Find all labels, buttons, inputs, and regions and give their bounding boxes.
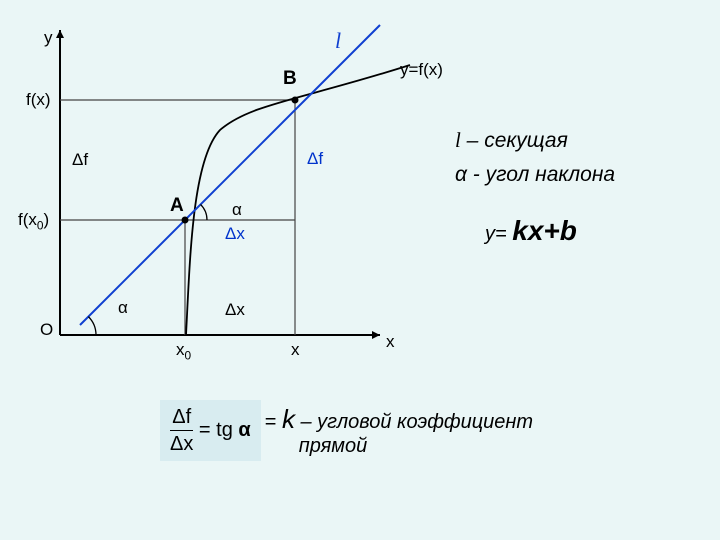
origin-label: O [40,320,53,340]
delta-x-mid-label: Δx [225,225,237,242]
x-tick-label: x [291,340,300,360]
curve-label: y=f(x) [400,60,443,80]
delta-x-bottom-label: Δx [225,300,245,320]
line-equation: y= kx+b [485,215,577,247]
slope-formula: Δf Δx = tg α = k – угловой коэффициент п… [160,400,533,461]
delta-f-mid-label: Δf [307,150,319,167]
x0-tick-label: x0 [176,340,191,362]
secant-definition: l – секущая [455,128,568,153]
y-axis-label: y [44,28,53,48]
fx0-axis-label: f(x0) [18,210,49,232]
point-b-label: B [283,68,297,90]
alpha-o-label: α [118,298,128,318]
alpha-a-label: α [232,200,242,220]
point-a-label: A [170,195,184,217]
x-axis-label: x [386,332,395,352]
delta-f-left-label: Δf [72,150,88,170]
alpha-definition: α - угол наклона [455,163,615,187]
fx-axis-label: f(x) [26,90,51,110]
secant-l-label: l [335,28,341,54]
